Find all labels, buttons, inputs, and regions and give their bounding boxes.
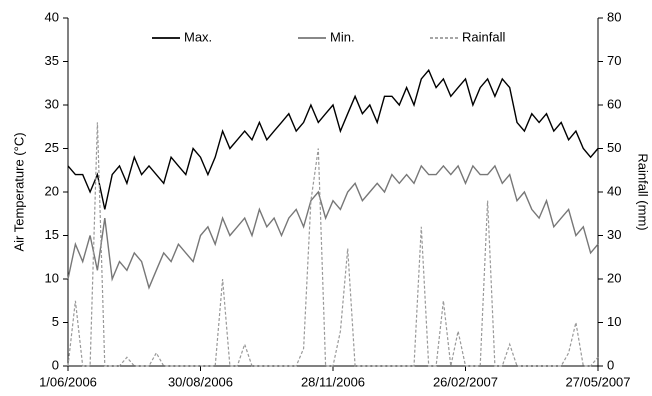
y-tick-label: 15 [45, 227, 59, 242]
y-tick-label: 0 [52, 357, 59, 372]
y2-tick-label: 80 [607, 9, 621, 24]
y-tick-label: 40 [45, 9, 59, 24]
x-tick-label: 28/11/2006 [301, 374, 365, 389]
series-line [67, 68, 599, 210]
x-tick-label: 1/06/2006 [39, 374, 97, 389]
series-line [67, 164, 599, 290]
legend-label: Min. [330, 29, 355, 44]
y-tick-label: 20 [45, 183, 59, 198]
y2-tick-label: 30 [607, 227, 621, 242]
y2-tick-label: 20 [607, 270, 621, 285]
series-line [67, 122, 599, 367]
y2-tick-label: 50 [607, 140, 621, 155]
x-tick-label: 30/08/2006 [168, 374, 233, 389]
y-tick-label: 35 [45, 53, 59, 68]
y2-tick-label: 10 [607, 314, 621, 329]
y-tick-label: 30 [45, 96, 59, 111]
y2-tick-label: 60 [607, 96, 621, 111]
y-axis-title: Air Temperature (°C) [11, 132, 26, 251]
y-tick-label: 5 [52, 314, 59, 329]
x-tick-label: 27/05/2007 [565, 374, 630, 389]
legend-label: Rainfall [462, 29, 505, 44]
y-tick-label: 25 [45, 140, 59, 155]
y2-tick-label: 70 [607, 53, 621, 68]
y-tick-label: 10 [45, 270, 59, 285]
y2-tick-label: 40 [607, 183, 621, 198]
y2-tick-label: 0 [607, 357, 614, 372]
legend-label: Max. [184, 29, 212, 44]
y2-axis-title: Rainfall (mm) [636, 153, 651, 230]
x-tick-label: 26/02/2007 [433, 374, 498, 389]
